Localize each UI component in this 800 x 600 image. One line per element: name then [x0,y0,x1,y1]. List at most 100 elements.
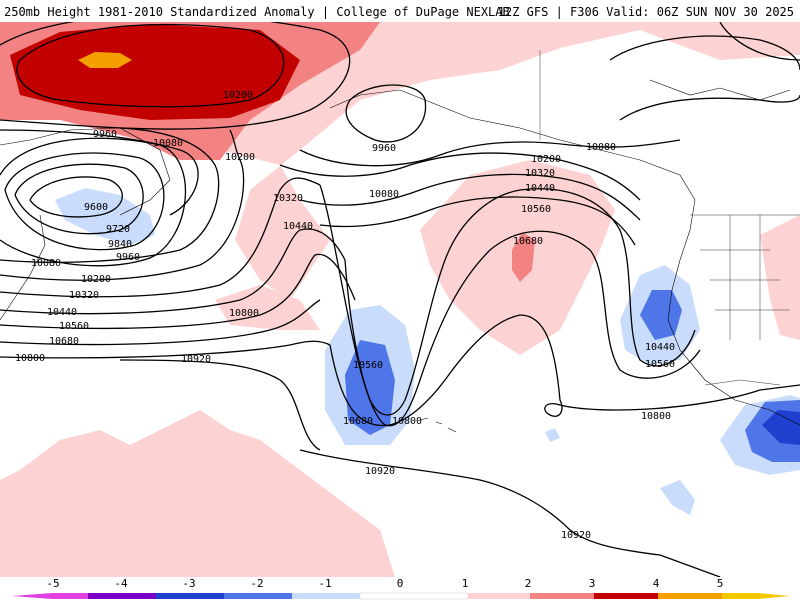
colorbar-bin-m1 [292,593,360,599]
anomaly-m2-trough [345,340,395,435]
us-mexico-border [704,379,781,386]
contour-label: 9960 [116,252,140,263]
colorbar-tick: 3 [588,577,596,590]
colorbar-tick: 5 [716,577,724,590]
contour-10920-west [119,359,321,451]
political-borders [539,50,800,386]
contour-label: 10680 [343,416,373,427]
contour-10080-gulf [299,139,681,167]
colorbar-bin-p3 [594,593,658,599]
contour-canada-2 [609,35,800,71]
map-svg: 10200 9960 10080 10200 9600 9720 9840 99… [0,13,800,578]
colorbar-bin-m4 [88,593,156,599]
contour-10320-ridge [299,173,641,221]
contour-label: 10920 [561,530,591,541]
contour-label: 10560 [645,359,675,370]
anomaly-p2-ridge [512,232,535,282]
anomaly-m3-southeast [762,410,800,445]
contour-9840-low [4,152,165,251]
contour-label: 10440 [47,307,77,318]
contour-10320-west [0,177,321,298]
contour-trough-10680 [344,230,701,427]
anomaly-m1-mexico [660,480,695,515]
contour-label: 10080 [31,258,61,269]
negative-anomaly-shading [55,188,800,515]
contour-label: 10920 [365,466,395,477]
contour-label: 9960 [93,129,117,140]
contour-alaska-low [345,84,427,143]
contour-label: 10800 [229,308,259,319]
contour-label: 10080 [369,189,399,200]
contour-9960-ring [0,137,187,267]
contour-label: 10080 [586,142,616,153]
north-america-west-coastline [667,199,800,426]
contour-label: 10440 [283,221,313,232]
contour-9720-low [14,163,144,235]
colorbar-tick: 1 [461,577,469,590]
contour-label: 9600 [84,202,108,213]
colorbar-tick: 2 [524,577,532,590]
contour-10920-south [299,449,721,578]
colorbar-tick: -1 [318,577,332,590]
contour-label: 10800 [392,416,422,427]
contour-label: 10320 [69,290,99,301]
colorbar-left-arrow [12,593,52,599]
contour-label: 9840 [108,239,132,250]
contour-10440-west [0,228,346,315]
contour-label: 10440 [525,183,555,194]
contour-label: 10440 [645,342,675,353]
contour-label: 10200 [81,274,111,285]
contour-canada-3 [719,21,800,61]
coastlines [0,79,800,433]
colorbar-bin-m5 [52,593,88,599]
positive-anomaly-shading [0,22,800,577]
anomaly-p4-core [78,52,132,68]
colorbar-right-arrow [758,593,790,599]
colorbar-svg [12,592,790,600]
colorbar-bin-m2 [224,593,292,599]
contour-trough-10800 [329,314,800,427]
contour-10200-ridge [279,152,641,201]
contour-10200-west [0,129,245,281]
colorbar-tick: -3 [182,577,196,590]
contour-label: 9720 [106,224,130,235]
contour-10560-west [0,253,356,330]
map-area: 10200 9960 10080 10200 9600 9720 9840 99… [0,13,800,578]
model-valid-time: 12Z GFS | F306 Valid: 06Z SUN NOV 30 202… [497,5,794,19]
colorbar-bin-p5 [722,593,758,599]
anomaly-m1-hawaii [545,428,560,442]
alaska-coastline [329,89,696,201]
contour-10680-west [0,299,321,346]
hawaii-islands [419,417,457,433]
contour-label: 10560 [521,204,551,215]
contour-label: 10200 [531,154,561,165]
anomaly-p1-east [760,215,800,340]
contour-9960-west [0,129,199,216]
anomaly-colorbar: -5 -4 -3 -2 -1 0 1 2 3 4 5 [0,577,800,600]
map-title: 250mb Height 1981-2010 Standardized Anom… [4,5,510,19]
contour-label: 10800 [641,411,671,422]
anomaly-p1-subtropics [0,410,395,577]
colorbar-tick: -5 [46,577,60,590]
colorbar-tick: 0 [396,577,404,590]
anomaly-m1-low [55,188,155,245]
contour-label: 10320 [525,168,555,179]
contour-label: 10200 [225,152,255,163]
contour-label: 10320 [273,193,303,204]
colorbar-tick: -4 [114,577,128,590]
contour-label: 10680 [49,336,79,347]
contour-label: 10560 [59,321,89,332]
contour-canada-1 [619,94,800,121]
us-state-lines [700,215,790,340]
contour-10800-west [0,340,331,359]
contour-labels: 10200 9960 10080 10200 9600 9720 9840 99… [15,90,675,541]
canada-lakes [649,79,791,101]
contour-label: 10560 [353,360,383,371]
anomaly-p3-core [10,24,300,120]
colorbar-bin-neutral [359,592,469,600]
contour-10200-north [16,23,285,108]
colorbar-bin-p1 [468,593,530,599]
contour-10080-west [0,127,220,263]
map-header: 250mb Height 1981-2010 Standardized Anom… [0,0,800,22]
asia-coastline [0,127,171,216]
